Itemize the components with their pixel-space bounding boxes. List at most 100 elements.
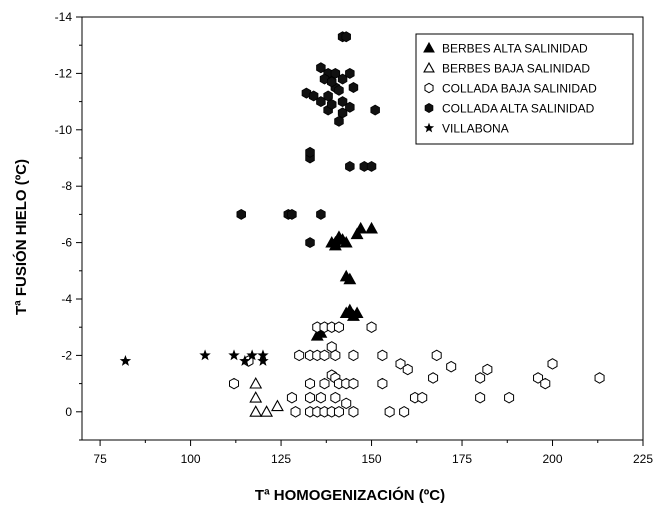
data-point bbox=[377, 377, 388, 390]
data-point bbox=[305, 146, 315, 158]
data-point bbox=[428, 372, 439, 384]
data-point bbox=[475, 391, 486, 404]
data-point bbox=[345, 101, 355, 113]
data-point bbox=[341, 397, 352, 410]
data-point bbox=[290, 406, 301, 418]
data-point bbox=[395, 358, 406, 370]
data-point bbox=[257, 355, 269, 366]
data-point bbox=[547, 358, 558, 370]
data-point bbox=[316, 62, 326, 74]
data-point bbox=[431, 349, 442, 362]
data-point bbox=[339, 235, 353, 248]
legend-marker bbox=[424, 103, 434, 113]
data-point bbox=[482, 363, 493, 376]
series-0 bbox=[310, 221, 378, 341]
legend-marker bbox=[423, 41, 435, 53]
legend-label: VILLABONA bbox=[442, 122, 509, 136]
legend-box bbox=[415, 33, 634, 145]
series-1 bbox=[249, 376, 284, 417]
data-point bbox=[287, 208, 297, 220]
data-point bbox=[354, 221, 368, 234]
series-4 bbox=[119, 349, 269, 366]
y-tick-label: -8 bbox=[61, 179, 72, 193]
x-tick-label: 125 bbox=[271, 452, 291, 466]
data-point bbox=[319, 349, 330, 362]
data-point bbox=[246, 349, 258, 361]
data-point bbox=[316, 208, 326, 220]
data-point bbox=[365, 221, 378, 234]
legend-label: BERBES ALTA SALINIDAD bbox=[442, 42, 588, 56]
data-point bbox=[533, 372, 544, 384]
x-tick-label: 100 bbox=[181, 452, 201, 466]
y-tick-label: -4 bbox=[61, 292, 72, 306]
data-point bbox=[366, 321, 377, 333]
data-point bbox=[540, 377, 551, 390]
data-point bbox=[239, 355, 251, 366]
data-point bbox=[286, 391, 297, 404]
x-tick-label: 75 bbox=[93, 452, 107, 466]
data-point bbox=[446, 360, 457, 373]
data-point bbox=[260, 405, 274, 417]
data-point bbox=[343, 303, 357, 316]
data-point bbox=[319, 377, 330, 390]
data-point bbox=[257, 349, 269, 361]
x-tick-label: 150 bbox=[362, 452, 382, 466]
y-tick-label: -2 bbox=[61, 348, 72, 362]
y-tick-label: -10 bbox=[55, 123, 73, 137]
x-tick-label: 175 bbox=[452, 452, 472, 466]
data-point bbox=[334, 115, 344, 127]
series-2 bbox=[229, 321, 605, 418]
data-point bbox=[305, 237, 315, 249]
axis-ticks: 75 100 125 150 175 200 225 0 -2 -4 -6 -8 -10 -12 -14 bbox=[55, 10, 654, 466]
data-point bbox=[384, 406, 395, 418]
data-point bbox=[348, 406, 359, 418]
data-point bbox=[475, 372, 486, 384]
data-point bbox=[330, 67, 341, 79]
legend-label: COLLADA BAJA SALINIDAD bbox=[442, 82, 597, 96]
data-point bbox=[337, 96, 348, 108]
legend-label: COLLADA ALTA SALINIDAD bbox=[442, 102, 595, 116]
legend: BERBES ALTA SALINIDAD BERBES BAJA SALINID… bbox=[415, 33, 634, 145]
data-point bbox=[370, 104, 380, 116]
data-point bbox=[594, 372, 605, 384]
data-point bbox=[348, 377, 359, 390]
data-point bbox=[337, 107, 348, 119]
data-point bbox=[343, 272, 357, 285]
data-point bbox=[330, 391, 341, 404]
legend-marker bbox=[424, 82, 434, 94]
data-point bbox=[327, 76, 337, 88]
data-point bbox=[249, 376, 263, 389]
data-point bbox=[327, 98, 337, 110]
data-point bbox=[330, 349, 341, 362]
data-point bbox=[319, 73, 330, 85]
data-point bbox=[417, 391, 428, 404]
y-tick-label: -6 bbox=[61, 236, 72, 250]
data-point bbox=[326, 341, 337, 353]
data-point bbox=[399, 406, 410, 418]
data-point bbox=[366, 160, 377, 172]
data-point bbox=[333, 406, 344, 418]
data-point bbox=[308, 90, 319, 102]
x-tick-label: 225 bbox=[633, 452, 653, 466]
data-point bbox=[348, 349, 359, 362]
data-point bbox=[348, 82, 359, 93]
data-point bbox=[294, 349, 305, 362]
data-point bbox=[350, 227, 364, 240]
data-point bbox=[323, 90, 333, 102]
plot-area-border bbox=[81, 16, 644, 441]
data-point bbox=[305, 391, 316, 404]
legend-label: BERBES BAJA SALINIDAD bbox=[442, 62, 590, 76]
data-point bbox=[315, 391, 326, 404]
x-tick-label: 200 bbox=[543, 452, 563, 466]
data-point bbox=[345, 160, 355, 172]
data-point bbox=[249, 391, 263, 403]
plot-frame bbox=[81, 16, 644, 441]
data-point bbox=[229, 377, 240, 390]
y-tick-label: -14 bbox=[55, 10, 73, 24]
data-point bbox=[119, 355, 132, 366]
data-point bbox=[377, 349, 388, 362]
data-point bbox=[334, 84, 344, 96]
data-point bbox=[341, 31, 351, 43]
data-point bbox=[345, 67, 355, 79]
